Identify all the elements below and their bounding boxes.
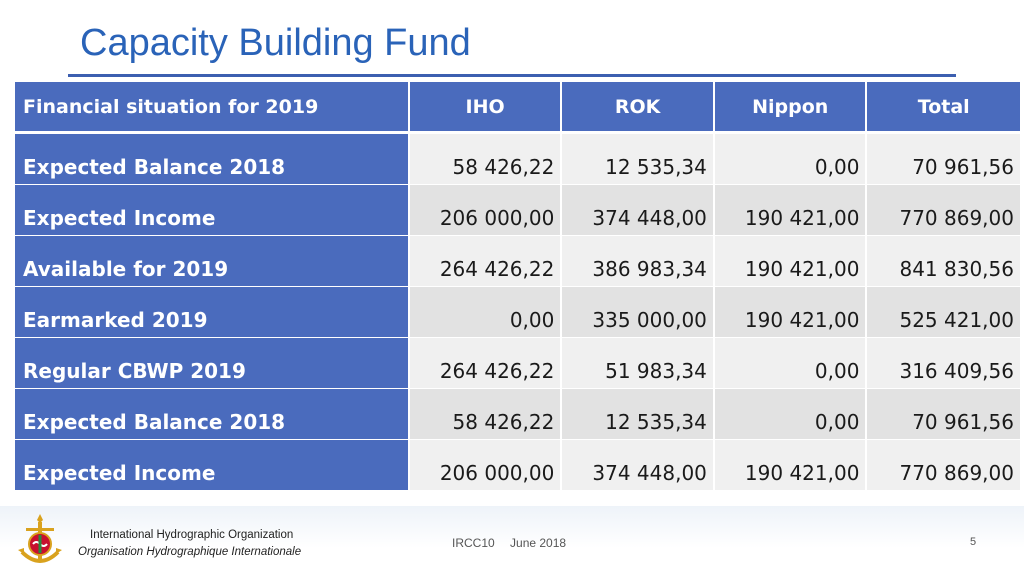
row-label: Expected Income: [15, 185, 410, 236]
cell-rok: 335 000,00: [562, 287, 715, 338]
title-underline: [68, 74, 956, 77]
cell-nippon: 190 421,00: [714, 185, 868, 236]
cell-total: 70 961,56: [867, 389, 1020, 440]
table-row: Regular CBWP 2019 264 426,22 51 983,34 0…: [15, 338, 1020, 389]
cell-total: 316 409,56: [867, 338, 1020, 389]
cell-iho: 206 000,00: [409, 185, 563, 236]
table-row: Expected Balance 2018 58 426,22 12 535,3…: [15, 134, 1020, 185]
cell-nippon: 190 421,00: [714, 440, 868, 491]
row-label: Expected Balance 2018: [15, 134, 410, 185]
page-number: 5: [970, 536, 977, 548]
cell-rok: 12 535,34: [562, 389, 715, 440]
cell-rok: 374 448,00: [562, 440, 715, 491]
header-label: Financial situation for 2019: [15, 82, 410, 132]
org-name-english: International Hydrographic Organization: [90, 529, 294, 541]
table-row: Expected Income 206 000,00 374 448,00 19…: [15, 185, 1020, 236]
cell-iho: 264 426,22: [409, 236, 563, 287]
header-iho: IHO: [409, 82, 563, 132]
cell-nippon: 0,00: [714, 389, 868, 440]
table-row: Earmarked 2019 0,00 335 000,00 190 421,0…: [15, 287, 1020, 338]
cell-total: 770 869,00: [867, 440, 1020, 491]
cell-nippon: 0,00: [714, 134, 868, 185]
header-total: Total: [867, 82, 1020, 132]
row-label: Regular CBWP 2019: [15, 338, 410, 389]
event-name: IRCC10: [452, 536, 495, 550]
cell-total: 841 830,56: [867, 236, 1020, 287]
cell-iho: 58 426,22: [409, 134, 563, 185]
cell-rok: 51 983,34: [562, 338, 715, 389]
table-row: Expected Income 206 000,00 374 448,00 19…: [15, 440, 1020, 491]
slide-title: Capacity Building Fund: [80, 22, 471, 64]
header-nippon: Nippon: [714, 82, 868, 132]
header-rok: ROK: [562, 82, 715, 132]
financial-table: Financial situation for 2019 IHO ROK Nip…: [15, 82, 1020, 491]
footer-event: IRCC10 June 2018: [452, 536, 578, 550]
row-label: Expected Income: [15, 440, 410, 491]
cell-iho: 264 426,22: [409, 338, 563, 389]
cell-iho: 206 000,00: [409, 440, 563, 491]
table-row: Available for 2019 264 426,22 386 983,34…: [15, 236, 1020, 287]
org-name-french: Organisation Hydrographique Internationa…: [78, 546, 302, 558]
cell-rok: 386 983,34: [562, 236, 715, 287]
cell-total: 70 961,56: [867, 134, 1020, 185]
iho-emblem-icon: [18, 514, 62, 563]
table-header-row: Financial situation for 2019 IHO ROK Nip…: [15, 82, 1020, 132]
cell-total: 525 421,00: [867, 287, 1020, 338]
row-label: Expected Balance 2018: [15, 389, 410, 440]
cell-nippon: 0,00: [714, 338, 868, 389]
event-date: June 2018: [510, 536, 567, 550]
cell-iho: 0,00: [409, 287, 563, 338]
cell-rok: 12 535,34: [562, 134, 715, 185]
cell-total: 770 869,00: [867, 185, 1020, 236]
cell-iho: 58 426,22: [409, 389, 563, 440]
cell-nippon: 190 421,00: [714, 236, 868, 287]
cell-rok: 374 448,00: [562, 185, 715, 236]
row-label: Available for 2019: [15, 236, 410, 287]
cell-nippon: 190 421,00: [714, 287, 868, 338]
row-label: Earmarked 2019: [15, 287, 410, 338]
footer-band: [0, 506, 1024, 576]
table-row: Expected Balance 2018 58 426,22 12 535,3…: [15, 389, 1020, 440]
